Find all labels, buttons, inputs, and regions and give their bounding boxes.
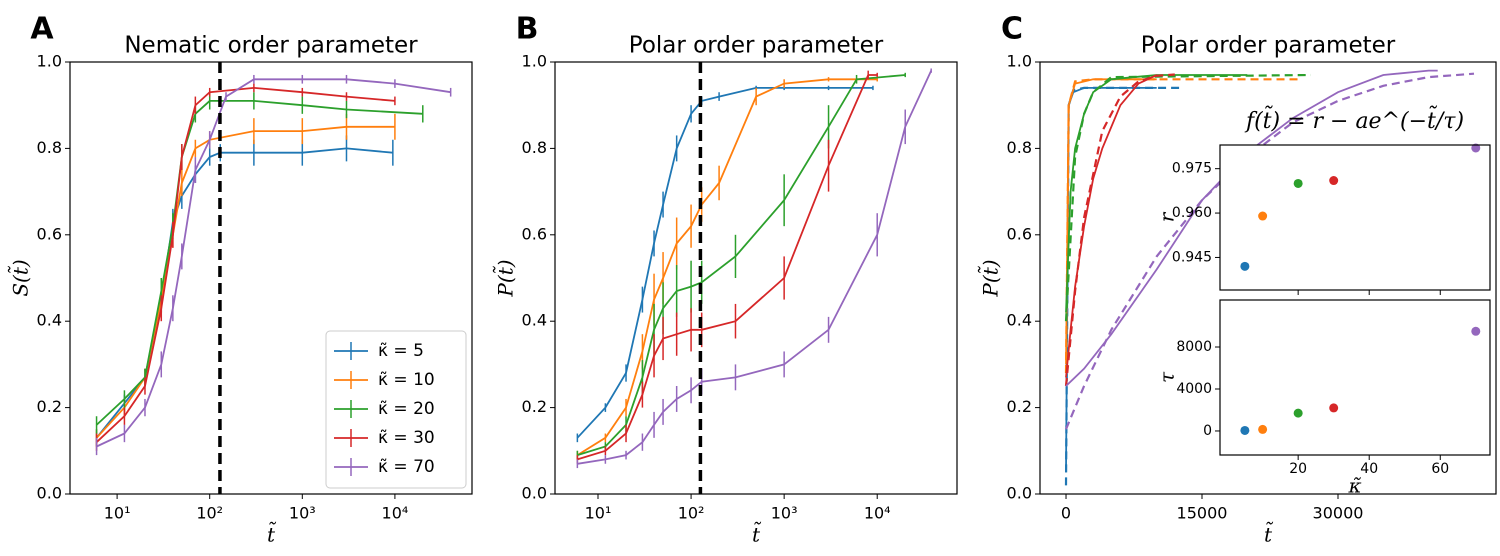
plot-area: [1240, 143, 1481, 271]
y-tick-label: 0.975: [1172, 161, 1212, 177]
x-tick-label: 30000: [1313, 504, 1364, 523]
panel-label: C: [1001, 12, 1023, 47]
y-tick-label: 1.0: [1007, 52, 1032, 71]
x-tick-label: 10²: [678, 504, 705, 523]
point: [1329, 403, 1339, 413]
point: [1471, 326, 1481, 336]
y-axis-label: r: [1155, 211, 1179, 222]
legend-label: κ̃ = 20: [378, 399, 435, 419]
y-tick-label: 0.8: [522, 138, 547, 157]
series-line: [577, 74, 906, 456]
legend-label: κ̃ = 70: [378, 457, 435, 477]
axes-frame: [554, 61, 958, 495]
axes-frame: [1219, 299, 1491, 456]
x-tick-label: 60: [1431, 461, 1449, 477]
y-tick-label: 0.4: [522, 311, 547, 330]
y-tick-label: 0.4: [37, 311, 62, 330]
axes-frame: [1039, 61, 1497, 495]
x-tick-label: 40: [1360, 461, 1378, 477]
x-tick-label: 10³: [771, 504, 798, 523]
chart-title: Polar order parameter: [1141, 33, 1396, 59]
y-tick-label: 0.6: [37, 224, 62, 243]
series-line: [95, 100, 423, 426]
series-line: [576, 87, 873, 439]
panel-label: A: [30, 12, 54, 47]
x-axis-label: t̃: [752, 520, 762, 546]
series-line: [1065, 78, 1157, 365]
x-axis-label: t̃: [267, 520, 277, 546]
axes-frame: [69, 61, 473, 495]
series-line: [1064, 73, 1311, 322]
plot-area: [576, 68, 933, 469]
x-tick-label: 10²: [196, 504, 223, 523]
y-tick-label: 0.945: [1172, 249, 1212, 265]
y-tick-label: 0.4: [1007, 311, 1032, 330]
series-line: [576, 78, 878, 456]
panel-label: B: [516, 12, 539, 47]
y-tick-label: 0.8: [37, 138, 62, 157]
series-line: [1065, 87, 1157, 473]
x-axis-label: t̃: [1264, 520, 1274, 546]
legend-box: [325, 330, 467, 489]
point: [1240, 261, 1250, 271]
point: [1240, 425, 1250, 435]
series-line: [1064, 78, 1302, 374]
x-axis-label: κ̃: [1347, 474, 1361, 498]
y-tick-label: 0.0: [522, 484, 547, 503]
point: [1329, 176, 1339, 186]
y-tick-label: 0.6: [522, 224, 547, 243]
y-tick-label: 4000: [1176, 381, 1212, 397]
y-axis-label: τ: [1155, 371, 1179, 383]
point: [1258, 424, 1268, 434]
legend-label: κ̃ = 10: [378, 370, 435, 390]
point: [1258, 211, 1268, 221]
formula-annotation: f(t̃) = r − ae^(−t̃/τ): [1244, 104, 1464, 134]
series-line: [577, 70, 933, 465]
series-line: [1064, 73, 1175, 387]
y-axis-label: P(t̃): [976, 259, 1002, 297]
plot-area: [1240, 326, 1481, 435]
y-axis-label: P(t̃): [491, 259, 517, 297]
series-line: [577, 74, 878, 461]
legend-label: κ̃ = 30: [378, 428, 435, 448]
y-tick-label: 0.2: [37, 397, 62, 416]
x-tick-label: 20: [1289, 461, 1307, 477]
x-tick-label: 15000: [1177, 504, 1228, 523]
point: [1293, 408, 1303, 418]
series-line: [95, 86, 395, 443]
y-tick-label: 8000: [1176, 339, 1212, 355]
y-tick-label: 1.0: [522, 52, 547, 71]
legend-label: κ̃ = 5: [378, 341, 424, 361]
y-tick-label: 0.2: [1007, 397, 1032, 416]
y-axis-label: S(t̃): [6, 259, 32, 296]
point: [1293, 178, 1303, 188]
y-tick-label: 1.0: [37, 52, 62, 71]
series-line: [95, 125, 395, 439]
x-tick-label: 10³: [289, 504, 316, 523]
series-line: [1064, 86, 1184, 486]
y-tick-label: 0.0: [37, 484, 62, 503]
point: [1471, 143, 1481, 153]
series-line: [96, 78, 451, 448]
y-tick-label: 0.2: [522, 397, 547, 416]
x-tick-label: 10¹: [104, 504, 131, 523]
y-tick-label: 0.0: [1007, 484, 1032, 503]
x-tick-label: 0: [1061, 504, 1071, 523]
y-tick-label: 0.8: [1007, 138, 1032, 157]
axes-frame: [1219, 144, 1491, 291]
y-tick-label: 0.6: [1007, 224, 1032, 243]
plot-area: [95, 74, 452, 456]
chart-title: Polar order parameter: [629, 33, 884, 59]
x-tick-label: 10⁴: [382, 504, 409, 523]
chart-title: Nematic order parameter: [124, 33, 418, 59]
y-tick-label: 0: [1203, 423, 1212, 439]
x-tick-label: 10⁴: [864, 504, 891, 523]
y-tick-label: 0.960: [1172, 205, 1212, 221]
x-tick-label: 10¹: [585, 504, 612, 523]
